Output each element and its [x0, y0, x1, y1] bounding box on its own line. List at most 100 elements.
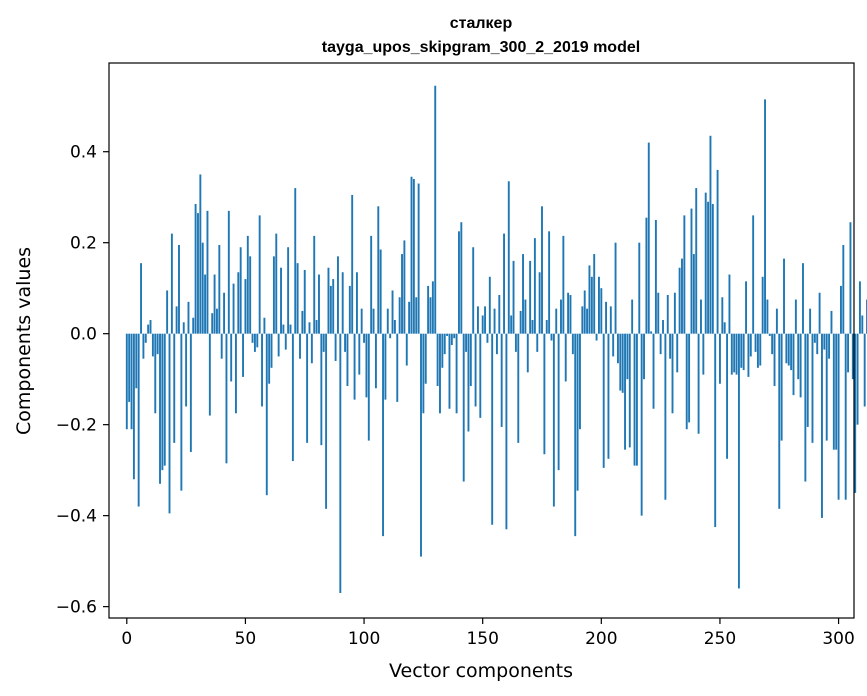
bar-122: [415, 297, 418, 334]
bar-152: [486, 333, 489, 343]
bar-307: [854, 333, 857, 493]
bar-200: [600, 288, 603, 334]
bar-268: [761, 276, 764, 334]
bar-130: [434, 85, 437, 334]
bar-295: [825, 333, 828, 441]
x-tick-label: 50: [235, 629, 257, 649]
bar-177: [545, 320, 548, 334]
bar-61: [270, 333, 273, 368]
bar-283: [797, 333, 800, 380]
bar-224: [657, 292, 660, 334]
bar-292: [818, 292, 821, 334]
bar-144: [467, 333, 470, 432]
bar-142: [462, 333, 465, 482]
bar-195: [588, 265, 591, 334]
bar-63: [275, 233, 278, 334]
bar-2: [130, 333, 133, 430]
bar-65: [280, 267, 282, 334]
bar-111: [389, 333, 392, 339]
bar-229: [669, 333, 672, 359]
bar-1: [128, 333, 131, 402]
bar-141: [460, 222, 463, 334]
bar-115: [398, 297, 401, 334]
bar-216: [638, 242, 641, 334]
bar-114: [396, 333, 399, 402]
bar-64: [277, 333, 280, 357]
bar-3: [132, 333, 135, 480]
bar-211: [626, 333, 629, 380]
bar-92: [344, 333, 347, 352]
bar-257: [735, 333, 738, 375]
bar-149: [479, 333, 482, 418]
bar-217: [640, 333, 643, 516]
bar-125: [422, 333, 425, 414]
bar-208: [619, 333, 622, 391]
bar-17: [166, 290, 169, 334]
bar-104: [372, 308, 375, 334]
y-tick-label: −0.6: [56, 598, 97, 618]
bar-226: [662, 320, 664, 334]
bar-158: [500, 333, 503, 427]
bar-214: [633, 333, 636, 466]
bar-210: [624, 333, 626, 450]
bars: [125, 85, 867, 593]
bar-279: [787, 333, 790, 366]
bar-113: [393, 320, 396, 334]
bar-137: [450, 333, 453, 346]
bar-154: [491, 333, 494, 525]
bar-264: [752, 215, 755, 334]
bar-302: [842, 244, 845, 334]
bar-179: [550, 333, 553, 341]
bar-242: [700, 299, 702, 334]
bar-20: [173, 333, 176, 443]
bar-272: [771, 333, 774, 355]
bar-156: [495, 333, 498, 355]
bar-135: [446, 333, 449, 336]
bar-167: [522, 254, 524, 334]
bar-74: [301, 310, 304, 334]
bar-285: [802, 263, 804, 334]
bar-297: [830, 310, 833, 334]
bar-212: [628, 333, 631, 448]
bar-201: [602, 333, 605, 468]
bar-10: [149, 320, 152, 334]
y-tick-label: 0.0: [70, 325, 97, 345]
x-axis-ticks: 0 50 100 150 200 250 300: [121, 618, 855, 649]
bar-303: [844, 333, 847, 500]
bar-51: [246, 235, 249, 334]
bar-32: [201, 242, 204, 334]
bar-280: [790, 333, 793, 371]
bar-151: [484, 306, 487, 334]
bar-290: [813, 333, 816, 343]
bar-311: [863, 333, 866, 407]
bar-120: [410, 176, 413, 334]
bar-59: [265, 333, 268, 496]
bar-173: [536, 333, 539, 352]
bar-256: [733, 333, 736, 373]
bar-196: [590, 276, 593, 334]
bar-202: [605, 301, 608, 334]
bar-45: [232, 283, 235, 334]
bar-244: [704, 192, 707, 334]
bar-205: [612, 333, 615, 357]
bar-223: [654, 219, 657, 334]
bar-72: [296, 263, 299, 334]
bar-238: [690, 208, 693, 334]
bar-157: [498, 295, 501, 334]
bar-76: [306, 333, 309, 443]
bar-87: [332, 279, 335, 334]
bar-5: [137, 333, 140, 507]
bar-192: [581, 306, 584, 334]
bar-309: [858, 281, 861, 334]
x-tick-label: 150: [466, 629, 498, 649]
bar-70: [291, 333, 294, 462]
bar-225: [659, 333, 662, 355]
plot-frame: [108, 62, 855, 619]
bar-169: [526, 333, 529, 373]
bar-240: [695, 188, 698, 334]
bar-255: [730, 333, 733, 375]
bar-289: [811, 333, 814, 443]
bar-174: [538, 272, 541, 334]
bar-277: [783, 258, 785, 334]
